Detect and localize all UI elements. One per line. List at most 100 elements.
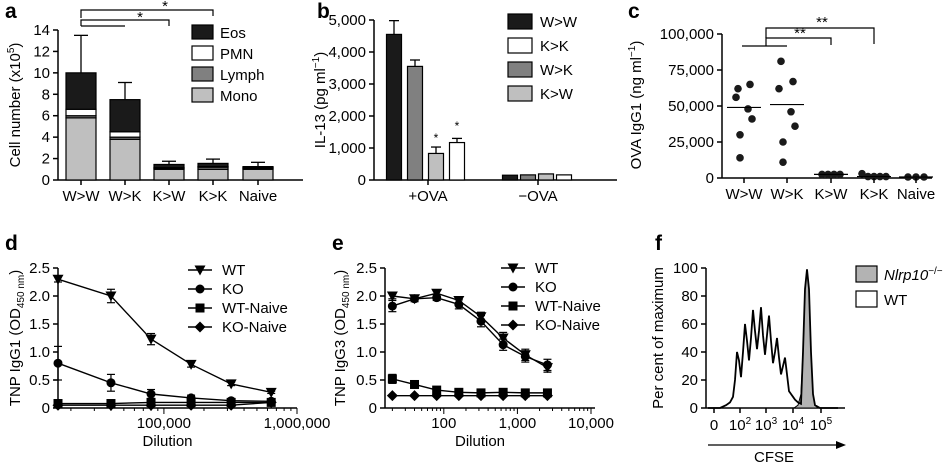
c-data-point [736,131,744,139]
c-data-point [744,105,752,113]
e-data-point [432,385,442,395]
a-legend-swatch [191,87,214,103]
c-data-point [734,84,742,93]
c-significance-star: ** [794,25,806,42]
f-x-tick-label: 102 [729,416,752,434]
a-bar-mono [65,117,97,181]
a-legend-swatch [191,24,214,40]
b-legend-entry: K>K [540,38,569,55]
d-series-line [58,401,272,405]
b-x-tick-label: +OVA [408,188,447,205]
c-data-point [789,77,797,86]
b-bar-K>W [537,173,555,181]
e-data-point [454,299,464,309]
panel-a-stacked-bar-chart: 0 2 4 6 8 10 12 14 Cell number (x105) W>W W>K K>W K>… [6,0,303,205]
d-data-point [52,399,64,411]
c-y-tick-label: 0 [706,170,714,187]
b-legend-entry: K>W [540,86,574,103]
d-y-tick-label: 0 [42,400,50,417]
e-x-tick-label: 1,000 [499,415,537,432]
e-data-point [497,333,509,344]
a-bar-mono [242,168,274,181]
d-legend-marker [194,321,206,333]
a-legend-entry: Eos [220,25,246,42]
a-sig-bracket [80,19,170,26]
f-y-tick-label: 100 [673,260,698,277]
a-bar-eos [242,166,274,169]
d-x-axis-label: Dilution [142,433,192,450]
b-y-tick-label: 4,000 [328,44,366,61]
e-data-point [520,351,530,361]
d-data-point [106,378,116,388]
a-y-tick-label: 14 [33,22,50,39]
c-data-point [787,107,795,116]
e-legend-marker [508,301,518,311]
c-x-tick-label: K>W [815,186,849,203]
f-legend-entry: WT [884,292,907,309]
d-data-point [146,389,156,399]
e-data-point [476,316,486,326]
c-data-point [779,158,787,166]
c-data-point [748,115,756,123]
c-data-point [736,154,744,162]
e-data-point [410,379,420,389]
e-data-point [519,390,531,402]
c-data-point [746,80,754,89]
e-legend-marker [507,319,519,331]
c-x-tick-label: Naive [897,186,935,203]
a-x-tick-label: W>K [109,188,142,205]
d-data-point [185,399,197,411]
b-bar-W>K [519,174,537,181]
d-data-point [145,334,157,345]
e-data-point [497,390,509,402]
e-data-point [475,390,487,402]
b-bar-K>K [555,174,573,181]
a-significance-star: * [162,0,168,15]
panel-label-c: c [628,0,640,23]
f-legend-swatch [855,290,878,308]
e-data-point [432,293,442,303]
b-significance-star: * [455,119,460,133]
a-bar-eos [197,162,229,168]
c-data-point [732,93,740,102]
a-x-tick-label: K>W [153,188,187,205]
b-x-tick-label: −OVA [518,188,557,205]
d-data-point [145,399,157,411]
panel-d-line-chart: 0 0.5 1.0 1.5 2.0 2.5 100,000 1,000,000 Dilution… [7,260,330,450]
a-y-tick-label: 8 [42,86,50,103]
d-legend-marker [195,303,205,313]
a-legend-swatch [191,66,214,82]
d-data-point [265,396,277,408]
a-y-tick-label: 6 [42,108,50,125]
c-y-tick-label: 75,000 [668,62,714,79]
d-y-tick-label: 1.5 [29,316,50,333]
panel-c-scatter-plot: 0 25,000 50,000 75,000 100,000 OVA IgG1 (ng m… [627,14,935,203]
f-ko-histogram [792,269,820,409]
f-wt-histogram [708,269,838,409]
a-legend-entry: Mono [220,88,258,105]
d-y-tick-label: 2.0 [29,288,50,305]
e-legend-entry: KO [535,279,557,296]
b-bar-W>W [385,33,403,181]
d-series-line [57,362,272,402]
a-significance-star: * [137,9,143,26]
a-sig-bracket [80,9,214,18]
e-y-tick-label: 0 [369,400,377,417]
panel-b-bar-chart: 0 1,000 2,000 3,000 4,000 5,000 IL-13 (pg ml−1… [311,12,617,205]
a-x-tick-label: K>K [199,188,228,205]
d-data-point [52,274,64,285]
a-legend-entry: PMN [220,46,253,63]
c-y-tick-label: 25,000 [668,134,714,151]
b-y-tick-label: 3,000 [328,76,366,93]
b-bar-W>W [501,174,519,181]
f-x-tick-label: 104 [782,416,805,434]
f-y-axis-label: Per cent of maximum [650,267,667,409]
a-y-tick-label: 4 [42,129,50,146]
b-y-axis-label: IL-13 (pg ml−1) [311,52,329,148]
b-legend-swatch [507,37,533,54]
a-bar-eos [153,163,185,169]
a-legend-swatch [191,45,214,61]
c-data-point [777,57,785,66]
